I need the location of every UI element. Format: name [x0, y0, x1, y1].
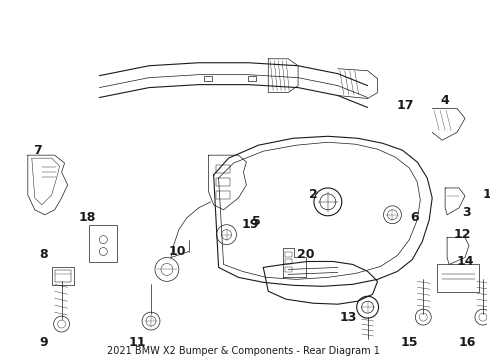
- Bar: [216, 191, 229, 199]
- Text: 20: 20: [297, 248, 315, 261]
- Text: 14: 14: [456, 255, 474, 268]
- Text: 13: 13: [339, 311, 356, 324]
- Text: 17: 17: [396, 99, 414, 112]
- Text: 18: 18: [79, 211, 96, 224]
- Bar: [89, 225, 117, 262]
- Text: 15: 15: [401, 337, 418, 350]
- Text: 19: 19: [242, 218, 259, 231]
- Bar: [204, 76, 212, 81]
- Text: 6: 6: [410, 211, 418, 224]
- Text: 1: 1: [483, 188, 490, 201]
- Text: 8: 8: [39, 248, 48, 261]
- Text: 9: 9: [39, 337, 48, 350]
- Bar: [285, 252, 292, 257]
- Bar: [285, 267, 292, 273]
- Text: 12: 12: [453, 228, 471, 241]
- Bar: [216, 178, 229, 186]
- Text: 4: 4: [441, 94, 449, 107]
- Bar: [216, 165, 229, 173]
- Text: 16: 16: [458, 337, 476, 350]
- Bar: [248, 76, 256, 81]
- Text: 2021 BMW X2 Bumper & Components - Rear Diagram 1: 2021 BMW X2 Bumper & Components - Rear D…: [107, 346, 380, 356]
- Text: 3: 3: [463, 206, 471, 219]
- Text: 11: 11: [128, 337, 146, 350]
- Bar: [55, 270, 71, 282]
- Text: 2: 2: [309, 188, 318, 201]
- Bar: [285, 260, 292, 265]
- Bar: [51, 267, 74, 285]
- Bar: [437, 265, 479, 292]
- Text: 10: 10: [168, 245, 186, 258]
- Text: 5: 5: [252, 215, 261, 228]
- Text: 7: 7: [33, 144, 42, 157]
